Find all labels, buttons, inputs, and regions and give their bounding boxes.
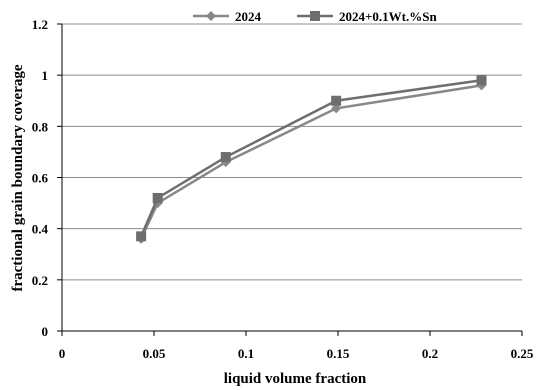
legend-marker — [310, 11, 320, 21]
series-group — [136, 75, 487, 244]
gridlines — [62, 23, 522, 281]
data-point — [476, 75, 487, 86]
y-tick-label: 0.2 — [32, 273, 48, 288]
x-tick-label: 0.05 — [143, 346, 166, 361]
x-tick-label: 0.1 — [238, 346, 254, 361]
y-axis-label: fractional grain boundary coverage — [10, 64, 26, 291]
x-tick-label: 0.25 — [511, 346, 534, 361]
data-point — [220, 152, 231, 163]
y-tick-label: 0.8 — [32, 119, 49, 134]
x-tick-label: 0.15 — [327, 346, 350, 361]
x-axis-label: liquid volume fraction — [224, 371, 367, 387]
series-2 — [136, 75, 487, 242]
y-tick-label: 1.2 — [32, 17, 48, 32]
data-point — [136, 231, 147, 242]
data-point — [152, 192, 163, 203]
legend-item-2: 2024+0.1Wt.%Sn — [297, 9, 437, 24]
x-tick-label: 0 — [59, 346, 66, 361]
axes — [57, 23, 523, 336]
y-tick-label: 1 — [42, 68, 49, 83]
y-tick-label: 0.6 — [32, 171, 49, 186]
series-line — [139, 84, 482, 240]
data-point — [331, 95, 342, 106]
data-point — [331, 103, 342, 114]
x-tick-labels: 0 0.05 0.1 0.15 0.2 0.25 — [59, 346, 534, 361]
series-1 — [136, 80, 487, 244]
legend-marker — [206, 11, 216, 21]
legend: 2024 2024+0.1Wt.%Sn — [193, 9, 437, 24]
legend-label: 2024+0.1Wt.%Sn — [339, 9, 437, 24]
legend-item-1: 2024 — [193, 9, 262, 24]
x-tick-label: 0.2 — [422, 346, 438, 361]
y-tick-label: 0 — [42, 324, 49, 339]
y-tick-label: 0.4 — [32, 222, 49, 237]
series-line — [139, 79, 482, 237]
legend-label: 2024 — [235, 9, 262, 24]
y-tick-labels: 0 0.2 0.4 0.6 0.8 1 1.2 — [32, 17, 49, 339]
